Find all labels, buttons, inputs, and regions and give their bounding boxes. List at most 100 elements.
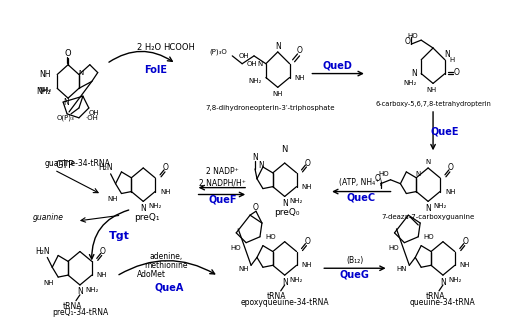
Text: N: N bbox=[426, 87, 432, 93]
Text: HO: HO bbox=[265, 234, 275, 240]
Text: NH₂: NH₂ bbox=[37, 87, 51, 96]
Text: NH: NH bbox=[294, 74, 305, 80]
Text: O: O bbox=[65, 49, 71, 58]
Text: H: H bbox=[431, 87, 436, 93]
Text: 7,8-dihydroneopterin-3′-triphosphate: 7,8-dihydroneopterin-3′-triphosphate bbox=[205, 105, 335, 111]
Text: NH₂: NH₂ bbox=[290, 277, 303, 283]
Text: 2 H₂O: 2 H₂O bbox=[137, 42, 161, 52]
Text: QueG: QueG bbox=[340, 269, 370, 279]
Text: QueD: QueD bbox=[322, 61, 352, 71]
Text: tRNA: tRNA bbox=[425, 292, 445, 301]
Text: 2 NADPH/H⁺: 2 NADPH/H⁺ bbox=[199, 178, 246, 187]
Text: N: N bbox=[282, 145, 288, 154]
Text: HN: HN bbox=[397, 266, 408, 272]
Text: O: O bbox=[448, 164, 454, 172]
Text: (P)₃O: (P)₃O bbox=[209, 49, 227, 55]
Text: NH₂: NH₂ bbox=[433, 203, 446, 209]
Text: 7-deaza-7-carboxyguanine: 7-deaza-7-carboxyguanine bbox=[381, 214, 475, 220]
Text: N: N bbox=[444, 50, 450, 59]
Text: NH: NH bbox=[107, 196, 118, 203]
Text: preQ₀: preQ₀ bbox=[274, 208, 300, 217]
Text: O: O bbox=[463, 237, 468, 246]
Text: HO: HO bbox=[389, 245, 399, 251]
Text: OH: OH bbox=[247, 61, 258, 67]
Text: NH: NH bbox=[97, 272, 107, 278]
Text: NH₂: NH₂ bbox=[85, 287, 98, 293]
Text: N: N bbox=[275, 41, 281, 51]
Text: N: N bbox=[258, 61, 263, 67]
Text: tRNA: tRNA bbox=[267, 292, 287, 301]
Text: NH₂: NH₂ bbox=[39, 87, 52, 93]
Text: N: N bbox=[416, 171, 421, 177]
Text: NH: NH bbox=[445, 189, 456, 195]
Text: adenine,: adenine, bbox=[150, 252, 183, 261]
Text: NH₂: NH₂ bbox=[404, 80, 417, 86]
Text: O: O bbox=[163, 164, 169, 172]
Text: O: O bbox=[305, 159, 310, 167]
Text: H: H bbox=[449, 57, 454, 63]
Text: Tgt: Tgt bbox=[109, 231, 130, 241]
Text: NH: NH bbox=[460, 262, 470, 268]
Text: guanine: guanine bbox=[32, 213, 63, 222]
Text: 2 NADP⁺: 2 NADP⁺ bbox=[206, 167, 239, 176]
Text: NH₂: NH₂ bbox=[148, 203, 162, 209]
Text: HO: HO bbox=[423, 234, 434, 240]
Text: OH: OH bbox=[89, 110, 99, 116]
Text: NH: NH bbox=[302, 184, 312, 190]
Text: O(P)₃: O(P)₃ bbox=[56, 115, 74, 121]
Text: N: N bbox=[412, 69, 417, 78]
Text: GTP: GTP bbox=[56, 160, 75, 170]
Text: HO: HO bbox=[378, 171, 389, 177]
Text: N: N bbox=[78, 70, 83, 75]
Text: (ATP, NH₄⁺): (ATP, NH₄⁺) bbox=[339, 178, 382, 187]
Text: guanine-34-tRNA: guanine-34-tRNA bbox=[45, 159, 110, 167]
Text: NH: NH bbox=[44, 280, 54, 286]
Text: HCOOH: HCOOH bbox=[163, 42, 195, 52]
Text: QueC: QueC bbox=[346, 192, 375, 203]
Text: NH: NH bbox=[302, 262, 312, 268]
Text: preQ₁-34-tRNA: preQ₁-34-tRNA bbox=[52, 308, 108, 317]
Text: N: N bbox=[258, 161, 264, 169]
Text: preQ₁: preQ₁ bbox=[135, 213, 160, 222]
Text: O: O bbox=[305, 237, 310, 246]
Text: N: N bbox=[425, 204, 431, 213]
Text: QueF: QueF bbox=[208, 194, 237, 205]
Text: NH: NH bbox=[40, 70, 51, 79]
Text: methionine: methionine bbox=[144, 261, 188, 270]
Text: N: N bbox=[440, 277, 446, 287]
Text: NH₂: NH₂ bbox=[248, 78, 262, 84]
Text: NH: NH bbox=[160, 189, 170, 195]
Text: QueE: QueE bbox=[431, 126, 459, 137]
Text: AdoMet: AdoMet bbox=[137, 270, 166, 279]
Text: OH: OH bbox=[239, 53, 249, 59]
Text: N: N bbox=[282, 277, 288, 287]
Text: H₂N: H₂N bbox=[98, 164, 113, 172]
Text: N: N bbox=[77, 287, 83, 296]
Text: O: O bbox=[296, 46, 303, 56]
Text: NH₂: NH₂ bbox=[290, 198, 303, 204]
Text: FolE: FolE bbox=[144, 65, 167, 74]
Text: N: N bbox=[252, 153, 258, 162]
Text: O: O bbox=[454, 68, 460, 77]
Text: tRNA: tRNA bbox=[62, 302, 82, 311]
Text: O: O bbox=[100, 247, 105, 256]
Text: NH: NH bbox=[272, 91, 283, 97]
Text: (B₁₂): (B₁₂) bbox=[346, 256, 364, 265]
Text: O: O bbox=[253, 203, 259, 212]
Text: N: N bbox=[425, 159, 431, 165]
Text: H₂N: H₂N bbox=[35, 247, 50, 256]
Text: NH₂: NH₂ bbox=[448, 277, 461, 283]
Text: ·OH: ·OH bbox=[85, 115, 98, 121]
Text: epoxyqueuine-34-tRNA: epoxyqueuine-34-tRNA bbox=[240, 298, 329, 307]
Text: N: N bbox=[140, 204, 146, 213]
Text: NH: NH bbox=[239, 266, 249, 272]
Text: 6-carboxy-5,6,7,8-tetrahydropterin: 6-carboxy-5,6,7,8-tetrahydropterin bbox=[375, 101, 491, 107]
Text: O: O bbox=[375, 174, 380, 183]
Text: HO: HO bbox=[230, 245, 241, 251]
Text: queuine-34-tRNA: queuine-34-tRNA bbox=[410, 298, 476, 307]
Text: N: N bbox=[63, 98, 69, 107]
Text: HO: HO bbox=[408, 33, 418, 39]
Text: O: O bbox=[404, 37, 410, 46]
Text: QueA: QueA bbox=[154, 283, 184, 293]
Text: N: N bbox=[282, 199, 288, 208]
